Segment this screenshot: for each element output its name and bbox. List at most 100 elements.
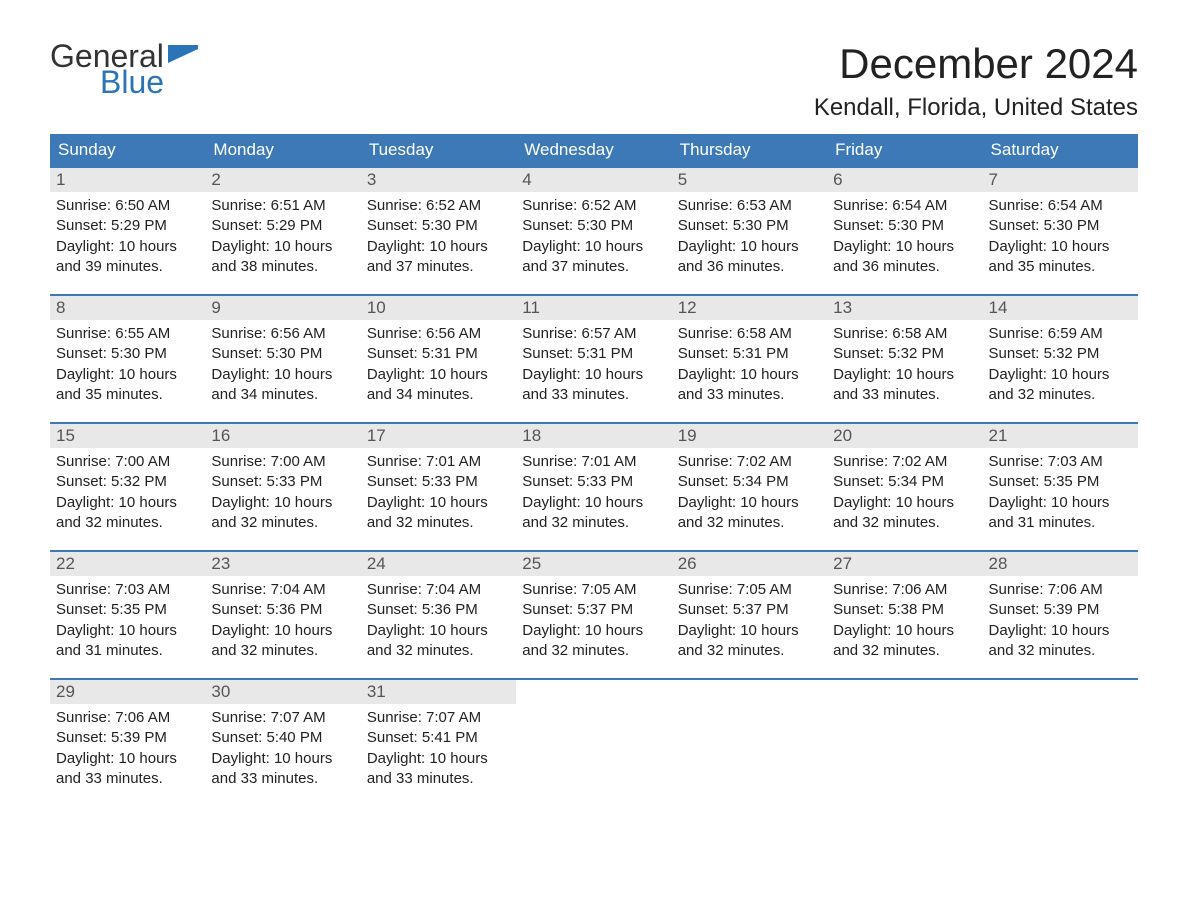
day-cell: 9Sunrise: 6:56 AMSunset: 5:30 PMDaylight… <box>205 296 360 414</box>
day-body: Sunrise: 6:57 AMSunset: 5:31 PMDaylight:… <box>516 320 671 405</box>
day-cell: 20Sunrise: 7:02 AMSunset: 5:34 PMDayligh… <box>827 424 982 542</box>
day-cell: 5Sunrise: 6:53 AMSunset: 5:30 PMDaylight… <box>672 168 827 286</box>
day-number-empty <box>983 680 1138 704</box>
day-body: Sunrise: 6:58 AMSunset: 5:31 PMDaylight:… <box>672 320 827 405</box>
day-cell: 30Sunrise: 7:07 AMSunset: 5:40 PMDayligh… <box>205 680 360 798</box>
dow-cell: Saturday <box>983 134 1138 166</box>
day-cell <box>516 680 671 798</box>
day-number: 27 <box>827 552 982 576</box>
day-number: 29 <box>50 680 205 704</box>
day-cell: 12Sunrise: 6:58 AMSunset: 5:31 PMDayligh… <box>672 296 827 414</box>
day-cell: 8Sunrise: 6:55 AMSunset: 5:30 PMDaylight… <box>50 296 205 414</box>
day-cell: 23Sunrise: 7:04 AMSunset: 5:36 PMDayligh… <box>205 552 360 670</box>
dow-cell: Wednesday <box>516 134 671 166</box>
day-number: 11 <box>516 296 671 320</box>
day-number: 19 <box>672 424 827 448</box>
week-row: 1Sunrise: 6:50 AMSunset: 5:29 PMDaylight… <box>50 166 1138 286</box>
day-number: 2 <box>205 168 360 192</box>
day-body: Sunrise: 7:02 AMSunset: 5:34 PMDaylight:… <box>672 448 827 533</box>
day-number: 3 <box>361 168 516 192</box>
day-body: Sunrise: 6:54 AMSunset: 5:30 PMDaylight:… <box>983 192 1138 277</box>
day-body: Sunrise: 7:06 AMSunset: 5:39 PMDaylight:… <box>983 576 1138 661</box>
day-body: Sunrise: 6:58 AMSunset: 5:32 PMDaylight:… <box>827 320 982 405</box>
day-body: Sunrise: 6:52 AMSunset: 5:30 PMDaylight:… <box>516 192 671 277</box>
day-cell <box>983 680 1138 798</box>
day-body: Sunrise: 6:55 AMSunset: 5:30 PMDaylight:… <box>50 320 205 405</box>
day-number: 7 <box>983 168 1138 192</box>
day-body: Sunrise: 7:02 AMSunset: 5:34 PMDaylight:… <box>827 448 982 533</box>
day-cell: 21Sunrise: 7:03 AMSunset: 5:35 PMDayligh… <box>983 424 1138 542</box>
day-cell: 6Sunrise: 6:54 AMSunset: 5:30 PMDaylight… <box>827 168 982 286</box>
month-title: December 2024 <box>814 40 1138 88</box>
day-body: Sunrise: 7:04 AMSunset: 5:36 PMDaylight:… <box>361 576 516 661</box>
day-number: 24 <box>361 552 516 576</box>
day-body: Sunrise: 7:01 AMSunset: 5:33 PMDaylight:… <box>361 448 516 533</box>
day-body: Sunrise: 7:01 AMSunset: 5:33 PMDaylight:… <box>516 448 671 533</box>
day-body: Sunrise: 7:00 AMSunset: 5:32 PMDaylight:… <box>50 448 205 533</box>
day-number: 13 <box>827 296 982 320</box>
day-cell: 22Sunrise: 7:03 AMSunset: 5:35 PMDayligh… <box>50 552 205 670</box>
day-body: Sunrise: 7:05 AMSunset: 5:37 PMDaylight:… <box>516 576 671 661</box>
day-cell: 7Sunrise: 6:54 AMSunset: 5:30 PMDaylight… <box>983 168 1138 286</box>
day-number: 1 <box>50 168 205 192</box>
day-cell <box>672 680 827 798</box>
day-cell: 11Sunrise: 6:57 AMSunset: 5:31 PMDayligh… <box>516 296 671 414</box>
day-cell: 3Sunrise: 6:52 AMSunset: 5:30 PMDaylight… <box>361 168 516 286</box>
day-number: 12 <box>672 296 827 320</box>
day-number: 22 <box>50 552 205 576</box>
day-cell: 13Sunrise: 6:58 AMSunset: 5:32 PMDayligh… <box>827 296 982 414</box>
dow-cell: Sunday <box>50 134 205 166</box>
day-cell: 31Sunrise: 7:07 AMSunset: 5:41 PMDayligh… <box>361 680 516 798</box>
week-row: 15Sunrise: 7:00 AMSunset: 5:32 PMDayligh… <box>50 422 1138 542</box>
day-body: Sunrise: 6:53 AMSunset: 5:30 PMDaylight:… <box>672 192 827 277</box>
day-cell: 16Sunrise: 7:00 AMSunset: 5:33 PMDayligh… <box>205 424 360 542</box>
day-number: 25 <box>516 552 671 576</box>
day-body: Sunrise: 6:50 AMSunset: 5:29 PMDaylight:… <box>50 192 205 277</box>
day-number: 20 <box>827 424 982 448</box>
day-number: 23 <box>205 552 360 576</box>
day-number: 10 <box>361 296 516 320</box>
day-body: Sunrise: 7:03 AMSunset: 5:35 PMDaylight:… <box>50 576 205 661</box>
day-cell: 18Sunrise: 7:01 AMSunset: 5:33 PMDayligh… <box>516 424 671 542</box>
dow-row: SundayMondayTuesdayWednesdayThursdayFrid… <box>50 134 1138 166</box>
day-number: 6 <box>827 168 982 192</box>
day-body: Sunrise: 6:51 AMSunset: 5:29 PMDaylight:… <box>205 192 360 277</box>
day-body: Sunrise: 7:06 AMSunset: 5:39 PMDaylight:… <box>50 704 205 789</box>
day-body: Sunrise: 6:59 AMSunset: 5:32 PMDaylight:… <box>983 320 1138 405</box>
day-body: Sunrise: 6:52 AMSunset: 5:30 PMDaylight:… <box>361 192 516 277</box>
day-number: 15 <box>50 424 205 448</box>
day-number: 8 <box>50 296 205 320</box>
day-body: Sunrise: 6:56 AMSunset: 5:31 PMDaylight:… <box>361 320 516 405</box>
day-number: 5 <box>672 168 827 192</box>
day-number-empty <box>827 680 982 704</box>
day-number: 26 <box>672 552 827 576</box>
dow-cell: Friday <box>827 134 982 166</box>
day-cell: 1Sunrise: 6:50 AMSunset: 5:29 PMDaylight… <box>50 168 205 286</box>
day-cell: 17Sunrise: 7:01 AMSunset: 5:33 PMDayligh… <box>361 424 516 542</box>
day-number: 31 <box>361 680 516 704</box>
day-number: 17 <box>361 424 516 448</box>
day-cell: 24Sunrise: 7:04 AMSunset: 5:36 PMDayligh… <box>361 552 516 670</box>
day-body: Sunrise: 7:00 AMSunset: 5:33 PMDaylight:… <box>205 448 360 533</box>
day-cell: 28Sunrise: 7:06 AMSunset: 5:39 PMDayligh… <box>983 552 1138 670</box>
day-cell <box>827 680 982 798</box>
week-row: 22Sunrise: 7:03 AMSunset: 5:35 PMDayligh… <box>50 550 1138 670</box>
calendar: SundayMondayTuesdayWednesdayThursdayFrid… <box>50 134 1138 798</box>
day-number: 14 <box>983 296 1138 320</box>
day-cell: 4Sunrise: 6:52 AMSunset: 5:30 PMDaylight… <box>516 168 671 286</box>
logo-text-blue: Blue <box>100 66 198 98</box>
header: General Blue December 2024 Kendall, Flor… <box>50 40 1138 122</box>
day-body: Sunrise: 7:06 AMSunset: 5:38 PMDaylight:… <box>827 576 982 661</box>
day-cell: 26Sunrise: 7:05 AMSunset: 5:37 PMDayligh… <box>672 552 827 670</box>
day-number: 9 <box>205 296 360 320</box>
day-cell: 25Sunrise: 7:05 AMSunset: 5:37 PMDayligh… <box>516 552 671 670</box>
day-number: 21 <box>983 424 1138 448</box>
day-number: 30 <box>205 680 360 704</box>
day-number-empty <box>672 680 827 704</box>
dow-cell: Monday <box>205 134 360 166</box>
day-number: 28 <box>983 552 1138 576</box>
day-cell: 15Sunrise: 7:00 AMSunset: 5:32 PMDayligh… <box>50 424 205 542</box>
dow-cell: Thursday <box>672 134 827 166</box>
day-body: Sunrise: 7:07 AMSunset: 5:41 PMDaylight:… <box>361 704 516 789</box>
day-cell: 2Sunrise: 6:51 AMSunset: 5:29 PMDaylight… <box>205 168 360 286</box>
